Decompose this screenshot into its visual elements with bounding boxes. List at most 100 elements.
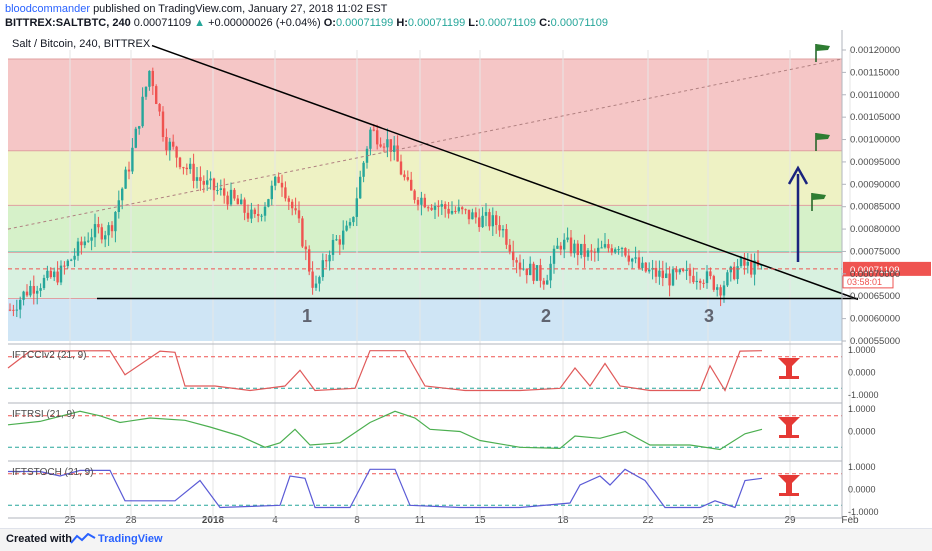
indicator-tick-label: 0.0000 [848, 368, 876, 378]
candle-body [716, 287, 719, 290]
candle-body [733, 266, 736, 280]
countdown-label: 03:58:01 [847, 277, 882, 287]
candle-body [750, 261, 753, 275]
indicator-line [8, 468, 763, 509]
countdown-tag [842, 275, 894, 289]
indicator-tick-label: 0.0000 [848, 485, 876, 495]
chart-title: Salt / Bitcoin, 240, BITTREX [12, 38, 151, 50]
candle-body [175, 146, 178, 158]
candle-body [450, 210, 454, 214]
candle-body [386, 139, 389, 148]
price-tick-label: 0.00065000 [850, 291, 900, 302]
candle-body [46, 270, 49, 278]
candle-body [709, 271, 712, 277]
footer-bar: Created with TradingView [0, 528, 932, 551]
candle-body [393, 145, 396, 152]
candle-body [457, 207, 460, 212]
candle-body [362, 162, 365, 177]
candle-body [277, 176, 280, 183]
candle-body [12, 309, 15, 311]
candle-body [168, 141, 171, 151]
candle-body [583, 243, 586, 257]
candle-body [121, 188, 124, 201]
candle-body [722, 285, 726, 296]
candle-body [22, 291, 25, 300]
candle-body [631, 258, 634, 262]
author-link[interactable]: bloodcommander [5, 3, 90, 15]
funnel-marker-icon [778, 417, 800, 438]
candle-body [83, 241, 86, 246]
indicator-name-label: IFTRSI (21, 9) [12, 409, 75, 420]
candle-body [318, 277, 321, 284]
last-price-tag [843, 261, 931, 276]
candle-body [257, 214, 260, 216]
candle-body [90, 237, 93, 241]
candle-body [549, 263, 552, 281]
candle-body [297, 210, 301, 219]
candle-body [736, 266, 739, 280]
candle-body [614, 249, 617, 253]
candle-body [464, 209, 467, 211]
time-tick-label: 15 [474, 515, 486, 526]
candle-body [158, 104, 161, 112]
indicator-name-label: IFTCCIv2 (21, 9) [12, 350, 86, 361]
price-tick-label: 0.00060000 [850, 314, 900, 325]
candle-body [512, 251, 515, 261]
candle-body [620, 248, 624, 250]
candle-body [246, 212, 250, 219]
candle-body [726, 272, 729, 286]
axes-group: 25 28 2018 4 8 11 15 18 22 25 29 Feb 0.00120000 0.001… [8, 30, 900, 526]
candle-body [138, 126, 141, 129]
candle-body [199, 177, 202, 181]
open-value: 0.00071199 [335, 17, 394, 29]
indicator-tick-label: 1.0000 [848, 404, 876, 414]
indicator-line [7, 350, 763, 392]
candle-body [345, 225, 348, 231]
candle-body [573, 243, 576, 254]
pattern-touch-label: 3 [704, 306, 714, 326]
candle-body [328, 254, 331, 262]
low-value: 0.00071109 [478, 17, 536, 29]
candle-body [56, 271, 59, 283]
candle-body [478, 217, 481, 228]
tradingview-logo-icon [70, 533, 96, 544]
time-tick-label: 22 [642, 515, 654, 526]
tradingview-brand[interactable]: TradingView [98, 533, 163, 545]
candle-body [151, 70, 154, 87]
up-arrow-head [787, 165, 809, 185]
candle-body [597, 247, 600, 253]
candle-body [746, 261, 749, 266]
candle-body [348, 222, 352, 226]
candle-body [376, 130, 379, 145]
candle-body [692, 275, 695, 283]
candle-body [226, 195, 229, 205]
candle-body [76, 241, 80, 256]
candle-body [430, 207, 433, 210]
candle-body [117, 200, 120, 212]
candle-body [192, 163, 195, 181]
price-tick-label: 0.00090000 [850, 179, 900, 190]
candle-body [634, 257, 637, 259]
candle-body [559, 245, 562, 250]
candle-body [178, 157, 182, 168]
candle-body [372, 129, 375, 131]
candle-body [586, 250, 590, 257]
candle-body [209, 178, 212, 181]
descending-trend-line [151, 44, 859, 301]
candle-body [355, 198, 358, 217]
time-tick-label: 28 [125, 515, 137, 526]
candle-body [379, 144, 382, 147]
candle-body [423, 197, 426, 208]
candle-body [413, 190, 416, 200]
candle-body [685, 269, 688, 271]
last-price-tag-label: 0.00071109 [850, 265, 900, 276]
candle-body [600, 247, 603, 249]
fib-bands [8, 58, 842, 341]
candle-body [539, 265, 542, 281]
candle-body [212, 178, 216, 191]
funnel-marker-icon [778, 475, 800, 496]
candle-body [240, 199, 243, 205]
publish-line: bloodcommander published on TradingView.… [5, 2, 608, 16]
candle-body [291, 201, 294, 209]
